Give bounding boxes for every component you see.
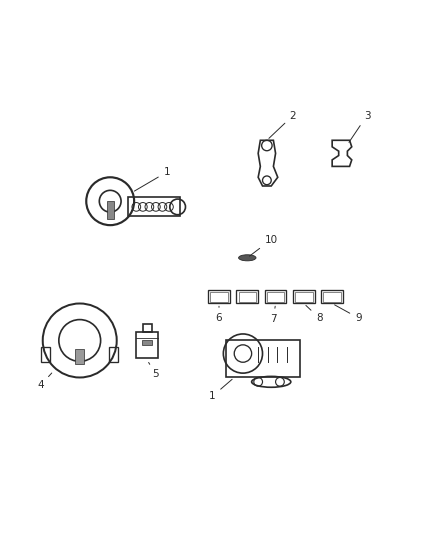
Bar — [267, 292, 284, 302]
Text: 1: 1 — [134, 167, 170, 191]
Bar — [226, 341, 300, 377]
Bar — [75, 349, 84, 365]
Bar — [142, 340, 152, 345]
Text: 5: 5 — [148, 362, 159, 379]
Bar — [239, 292, 256, 302]
Text: 2: 2 — [269, 110, 296, 139]
Text: 4: 4 — [37, 373, 52, 390]
Bar — [295, 292, 313, 302]
Text: 7: 7 — [270, 306, 277, 324]
Text: 10: 10 — [250, 235, 278, 256]
Ellipse shape — [239, 255, 256, 261]
Bar — [143, 324, 152, 332]
Text: 1: 1 — [209, 379, 232, 401]
Text: 9: 9 — [335, 305, 362, 323]
Bar — [110, 347, 118, 362]
Bar — [42, 347, 50, 362]
Bar — [237, 290, 258, 303]
Text: 6: 6 — [215, 306, 223, 323]
Bar — [321, 290, 343, 303]
Bar — [136, 332, 158, 358]
Bar — [293, 290, 315, 303]
Bar — [127, 197, 180, 216]
Text: 8: 8 — [306, 305, 322, 323]
Bar — [323, 292, 341, 302]
Bar — [265, 290, 286, 303]
Bar — [107, 201, 114, 219]
Bar — [208, 290, 230, 303]
Text: 3: 3 — [349, 110, 370, 142]
Bar — [210, 292, 228, 302]
